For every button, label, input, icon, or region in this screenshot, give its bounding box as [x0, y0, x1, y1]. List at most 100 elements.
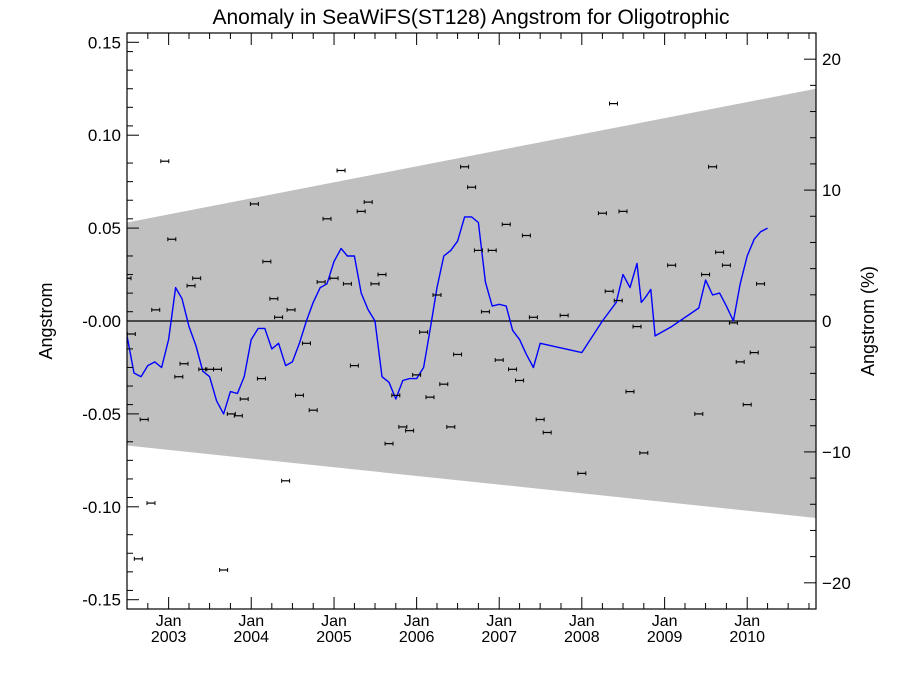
- data-point-41: [398, 424, 408, 429]
- y-tick-label-3: -0.00: [82, 312, 121, 331]
- y-right-tick-label-3: −10: [822, 443, 851, 462]
- data-point-68: [613, 298, 623, 303]
- data-point-10: [186, 283, 196, 288]
- y-tick-label-6: -0.15: [82, 591, 121, 610]
- data-point-22: [269, 296, 279, 301]
- data-point-57: [508, 367, 518, 372]
- y-tick-label-2: 0.05: [88, 219, 121, 238]
- data-point-33: [342, 281, 352, 286]
- data-point-59: [521, 233, 531, 238]
- data-point-78: [721, 263, 731, 268]
- data-point-63: [559, 313, 569, 318]
- data-point-38: [377, 272, 387, 277]
- data-point-80: [735, 359, 745, 364]
- data-point-4: [146, 501, 156, 506]
- x-tick-month-6: Jan: [652, 613, 678, 630]
- data-point-8: [174, 374, 184, 379]
- data-point-43: [412, 372, 422, 377]
- data-point-19: [249, 201, 259, 206]
- data-point-56: [501, 222, 511, 227]
- data-point-67: [608, 101, 618, 106]
- data-point-69: [618, 209, 628, 214]
- data-point-32: [336, 168, 346, 173]
- data-point-0: [127, 276, 132, 281]
- y-right-tick-label-2: 0: [822, 312, 831, 331]
- y-tick-label-5: -0.10: [82, 498, 121, 517]
- data-point-65: [597, 211, 607, 216]
- data-point-62: [542, 430, 552, 435]
- y-right-tick-label-4: −20: [822, 574, 851, 593]
- data-point-70: [625, 389, 635, 394]
- data-point-20: [256, 376, 266, 381]
- data-point-34: [349, 363, 359, 368]
- y-right-tick-label-1: 10: [822, 181, 841, 200]
- data-point-30: [322, 216, 332, 221]
- x-tick-year-0: 2003: [151, 629, 187, 646]
- data-point-21: [262, 259, 272, 264]
- data-point-51: [467, 185, 477, 190]
- data-point-31: [329, 276, 339, 281]
- data-point-61: [535, 417, 545, 422]
- x-tick-month-3: Jan: [404, 613, 430, 630]
- uncertainty-envelope: [127, 88, 816, 518]
- data-point-71: [632, 324, 642, 329]
- y-axis-right-label: Angstrom (%): [858, 266, 878, 376]
- data-point-36: [363, 200, 373, 205]
- data-point-15: [219, 567, 229, 572]
- data-point-5: [151, 307, 161, 312]
- data-point-47: [439, 382, 449, 387]
- data-point-49: [453, 352, 463, 357]
- data-point-18: [239, 397, 249, 402]
- x-tick-month-1: Jan: [238, 613, 264, 630]
- data-point-81: [742, 402, 752, 407]
- data-point-14: [213, 367, 223, 372]
- x-tick-year-7: 2010: [729, 629, 765, 646]
- data-point-9: [179, 361, 189, 366]
- data-point-54: [487, 248, 497, 253]
- data-point-40: [391, 393, 401, 398]
- data-point-60: [528, 315, 538, 320]
- data-point-66: [604, 289, 614, 294]
- data-point-3: [139, 417, 149, 422]
- x-tick-year-2: 2005: [316, 629, 352, 646]
- data-point-73: [667, 263, 677, 268]
- data-point-23: [274, 315, 284, 320]
- x-tick-year-3: 2006: [399, 629, 435, 646]
- data-point-2: [133, 556, 143, 561]
- data-point-26: [294, 393, 304, 398]
- data-point-48: [446, 424, 456, 429]
- data-point-46: [432, 292, 442, 297]
- data-point-45: [425, 395, 435, 400]
- axes: 0.150.100.05-0.00-0.05-0.10-0.1520100−10…: [82, 32, 851, 646]
- y-axis-label: Angstrom: [36, 282, 56, 359]
- data-point-64: [577, 471, 587, 476]
- x-tick-month-4: Jan: [486, 613, 512, 630]
- data-point-58: [515, 378, 525, 383]
- data-point-55: [494, 358, 504, 363]
- data-point-77: [715, 250, 725, 255]
- y-tick-label-0: 0.15: [88, 33, 121, 52]
- chart-title: Anomaly in SeaWiFS(ST128) Angstrom for O…: [212, 6, 729, 29]
- data-point-28: [308, 408, 318, 413]
- data-point-11: [192, 276, 202, 281]
- data-point-53: [480, 309, 490, 314]
- smoothed-line-series-0: [127, 216, 768, 415]
- data-point-25: [286, 307, 296, 312]
- data-point-24: [281, 478, 291, 483]
- x-tick-month-2: Jan: [321, 613, 347, 630]
- y-right-tick-label-0: 20: [822, 50, 841, 69]
- data-point-35: [356, 209, 366, 214]
- x-tick-month-5: Jan: [569, 613, 595, 630]
- data-point-42: [405, 428, 415, 433]
- data-point-39: [384, 441, 394, 446]
- data-point-74: [694, 411, 704, 416]
- data-point-52: [473, 248, 483, 253]
- data-point-82: [749, 350, 759, 355]
- y-tick-label-1: 0.10: [88, 126, 121, 145]
- x-tick-year-5: 2008: [564, 629, 600, 646]
- data-point-7: [167, 237, 177, 242]
- data-point-72: [639, 450, 649, 455]
- data-point-50: [460, 164, 470, 169]
- x-tick-month-0: Jan: [156, 613, 182, 630]
- data-point-17: [233, 413, 243, 418]
